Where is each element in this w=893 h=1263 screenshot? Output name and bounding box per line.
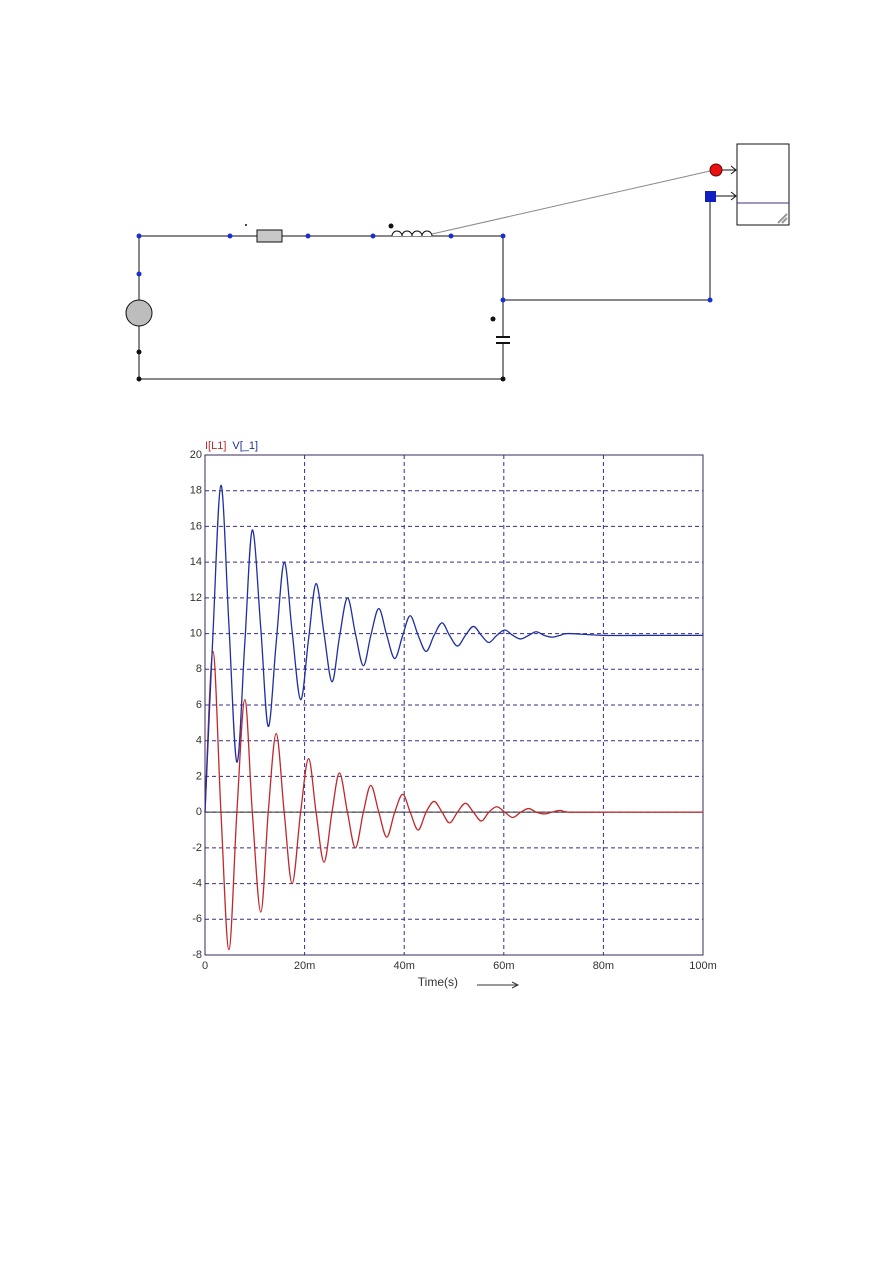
y-tick-label: 14 xyxy=(190,556,202,568)
inductor xyxy=(391,230,433,237)
x-tick-label: 100m xyxy=(689,960,717,972)
axis-arrow xyxy=(477,981,520,989)
y-tick-label: -4 xyxy=(192,877,202,889)
legend-entry: V[_1] xyxy=(232,440,258,452)
circuit-diagram xyxy=(125,143,790,382)
x-tick-label: 20m xyxy=(294,960,315,972)
legend-entry: I[L1] xyxy=(205,440,226,452)
resize-grip xyxy=(777,213,788,224)
y-tick-label: 8 xyxy=(196,663,202,675)
current-probe xyxy=(709,163,723,177)
series-line xyxy=(204,650,703,951)
y-tick-label: -2 xyxy=(192,842,202,854)
y-tick-label: 4 xyxy=(196,735,202,747)
nodes xyxy=(136,223,506,382)
y-tick-label: 6 xyxy=(196,699,202,711)
y-tick-label: 2 xyxy=(196,770,202,782)
x-tick-label: 60m xyxy=(493,960,514,972)
y-tick-label: 18 xyxy=(190,485,202,497)
x-tick-label: 40m xyxy=(393,960,414,972)
source xyxy=(125,299,153,327)
x-axis-label: Time(s) xyxy=(418,975,458,989)
scope-block xyxy=(736,143,790,226)
y-tick-label: 12 xyxy=(190,592,202,604)
resistor xyxy=(256,229,283,243)
y-tick-label: 20 xyxy=(190,449,202,461)
nodes xyxy=(136,233,713,303)
probe-wire xyxy=(431,170,711,235)
wire xyxy=(503,196,711,301)
x-tick-label: 80m xyxy=(593,960,614,972)
plot-frame xyxy=(204,454,704,956)
x-tick-label: 0 xyxy=(202,960,208,972)
y-tick-label: -6 xyxy=(192,913,202,925)
series-line xyxy=(204,484,703,813)
chart: Time(s) -8 -6 -4 -2 0 2 4 6 8 10 12 14 16 18 20 0 20m 40m… xyxy=(190,440,717,989)
y-tick-label: 10 xyxy=(190,627,202,639)
voltage-probe xyxy=(705,191,716,202)
y-tick-label: 0 xyxy=(196,806,202,818)
arrow xyxy=(716,165,737,201)
y-tick-label: 16 xyxy=(190,520,202,532)
y-tick-label: -8 xyxy=(192,949,202,961)
